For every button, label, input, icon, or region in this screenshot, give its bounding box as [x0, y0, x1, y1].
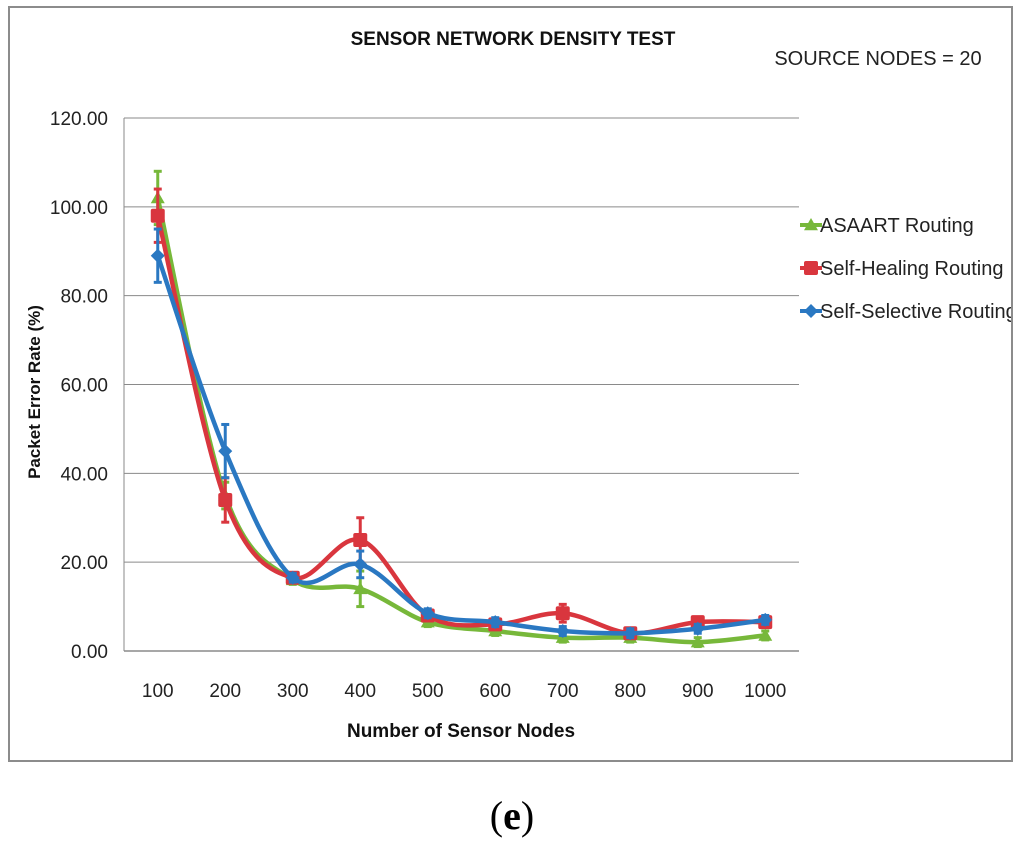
data-point	[353, 557, 368, 572]
y-tick-label: 100.00	[50, 198, 108, 219]
x-tick-label: 500	[412, 681, 444, 702]
series-self-selective-routing	[150, 227, 773, 641]
series-self-healing-routing	[150, 187, 773, 641]
data-point	[555, 606, 570, 621]
y-axis-label: Packet Error Rate (%)	[25, 305, 44, 479]
x-tick-label: 600	[479, 681, 511, 702]
legend-triangle-marker	[804, 218, 818, 231]
y-tick-label: 0.00	[71, 642, 108, 663]
data-point	[758, 628, 773, 641]
y-tick-label: 60.00	[60, 376, 108, 397]
data-point	[218, 492, 233, 507]
caption-open: (	[489, 793, 504, 838]
y-tick-label: 120.00	[50, 109, 108, 130]
legend-diamond-marker	[804, 304, 818, 318]
legend-label: Self-Selective Routing	[820, 301, 1011, 323]
data-point	[690, 621, 705, 636]
series-line	[155, 253, 768, 636]
data-point	[218, 444, 233, 459]
x-tick-label: 800	[614, 681, 646, 702]
legend-entry: ASAART Routing	[800, 215, 974, 237]
series-line	[155, 195, 768, 645]
x-tick-label: 900	[682, 681, 714, 702]
series-line	[155, 213, 768, 636]
data-point	[488, 615, 503, 630]
x-tick-label: 1000	[744, 681, 786, 702]
x-tick-label: 400	[344, 681, 376, 702]
legend-entry: Self-Healing Routing	[800, 258, 1003, 280]
data-point	[555, 624, 570, 639]
data-point	[690, 635, 705, 648]
line-chart: SENSOR NETWORK DENSITY TEST SOURCE NODES…	[25, 29, 1017, 742]
x-tick-label: 100	[142, 681, 174, 702]
figure-caption: (e)	[0, 792, 1024, 839]
data-point	[758, 612, 773, 627]
data-point	[420, 606, 435, 621]
source-nodes-annotation: SOURCE NODES = 20	[774, 48, 981, 70]
x-tick-label: 200	[209, 681, 241, 702]
x-tick-label: 300	[277, 681, 309, 702]
data-point	[353, 581, 368, 595]
chart-frame: SENSOR NETWORK DENSITY TEST SOURCE NODES…	[8, 6, 1017, 762]
y-tick-label: 40.00	[60, 464, 108, 485]
caption-close: )	[520, 793, 535, 838]
x-axis-label: Number of Sensor Nodes	[347, 721, 575, 742]
legend-entry: Self-Selective Routing	[800, 301, 1017, 323]
legend-square-marker	[804, 261, 818, 275]
y-tick-label: 80.00	[60, 287, 108, 308]
data-point	[623, 626, 638, 641]
chart-title: SENSOR NETWORK DENSITY TEST	[351, 29, 676, 50]
data-point	[150, 208, 165, 223]
x-tick-label: 700	[547, 681, 579, 702]
data-point	[353, 532, 368, 547]
data-point	[285, 570, 300, 585]
legend-label: Self-Healing Routing	[820, 258, 1003, 280]
legend-label: ASAART Routing	[820, 215, 974, 237]
caption-label: e	[503, 793, 521, 838]
data-point	[150, 248, 165, 263]
y-tick-label: 20.00	[60, 553, 108, 574]
series-asaart-routing	[150, 169, 773, 649]
